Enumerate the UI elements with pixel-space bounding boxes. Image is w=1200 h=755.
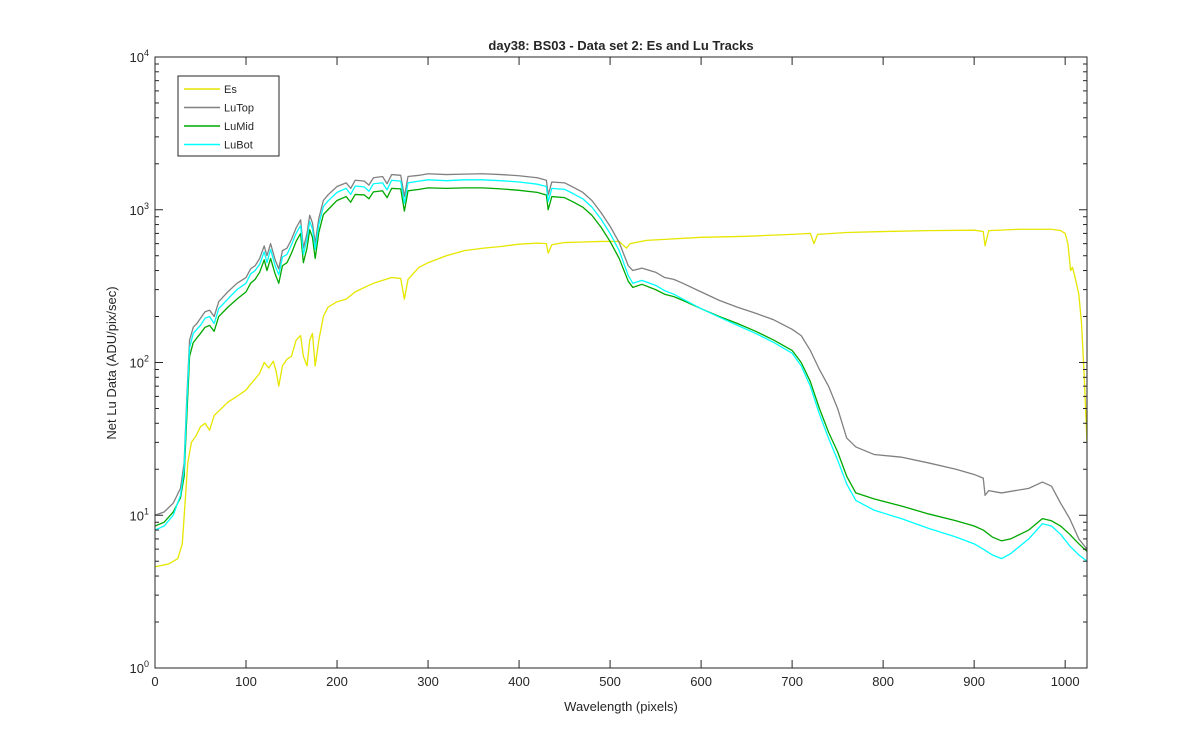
x-tick-label: 900 (963, 674, 985, 689)
plot-area: 0 100 200 300 400 500 600 700 800 900 100010010110… (130, 48, 1088, 689)
y-tick-label: 102 (130, 354, 149, 371)
legend-label-lubot: LuBot (224, 140, 253, 152)
x-tick-label: 600 (690, 674, 712, 689)
y-tick-label: 103 (130, 201, 149, 218)
plot-background (155, 57, 1087, 668)
x-tick-label: 200 (326, 674, 348, 689)
legend-label-lumid: LuMid (224, 121, 254, 133)
legend: Es LuTop LuMid LuBot (177, 75, 280, 157)
y-tick-label: 101 (130, 506, 149, 523)
x-tick-label: 100 (235, 674, 257, 689)
x-axis-label: Wavelength (pixels) (564, 699, 678, 714)
series-line-es (155, 228, 1087, 568)
x-tick-label: 400 (508, 674, 530, 689)
chart-title: day38: BS03 - Data set 2: Es and Lu Trac… (488, 38, 753, 53)
legend-label-es: Es (224, 84, 237, 96)
series-line-lumid (155, 187, 1087, 552)
x-tick-label: 300 (417, 674, 439, 689)
series-line-lubot (155, 179, 1087, 562)
y-tick-label: 100 (130, 659, 149, 676)
x-tick-label: 0 (151, 674, 158, 689)
x-tick-label: 700 (781, 674, 803, 689)
y-tick-label: 104 (130, 48, 149, 65)
series-group (155, 173, 1087, 568)
x-tick-label: 800 (872, 674, 894, 689)
series-line-lutop (155, 173, 1087, 550)
legend-label-lutop: LuTop (224, 103, 254, 115)
y-axis-label: Net Lu Data (ADU/pix/sec) (104, 286, 119, 439)
x-tick-label: 1000 (1051, 674, 1080, 689)
x-tick-label: 500 (599, 674, 621, 689)
